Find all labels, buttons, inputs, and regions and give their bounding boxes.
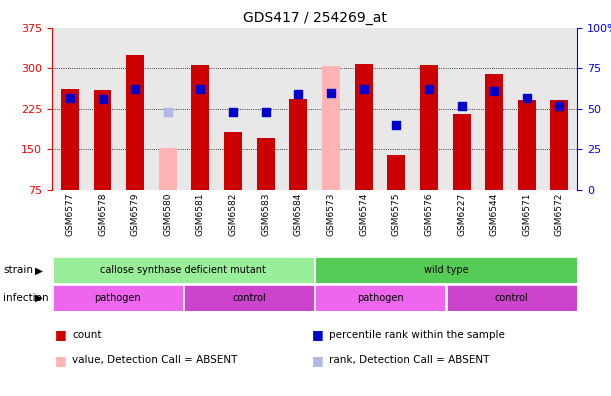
- Bar: [420, 65, 438, 190]
- Bar: [53, 285, 183, 311]
- Text: ■: ■: [312, 354, 323, 367]
- Text: callose synthase deficient mutant: callose synthase deficient mutant: [100, 265, 266, 275]
- Bar: [354, 64, 373, 190]
- Text: infection: infection: [3, 293, 49, 303]
- Text: strain: strain: [3, 265, 33, 275]
- Point: [163, 109, 173, 115]
- Bar: [290, 99, 307, 190]
- Point: [326, 89, 336, 96]
- Bar: [387, 155, 405, 190]
- Bar: [315, 257, 577, 283]
- Text: ■: ■: [55, 354, 67, 367]
- Text: control: control: [495, 293, 529, 303]
- Text: wild type: wild type: [423, 265, 469, 275]
- Point: [98, 96, 108, 102]
- Bar: [551, 100, 568, 190]
- Bar: [61, 89, 79, 190]
- Point: [130, 86, 140, 93]
- Point: [293, 91, 303, 97]
- Bar: [93, 90, 111, 190]
- Point: [228, 109, 238, 115]
- Point: [261, 109, 271, 115]
- Text: value, Detection Call = ABSENT: value, Detection Call = ABSENT: [72, 355, 238, 366]
- Text: rank, Detection Call = ABSENT: rank, Detection Call = ABSENT: [329, 355, 489, 366]
- Text: pathogen: pathogen: [94, 293, 141, 303]
- Title: GDS417 / 254269_at: GDS417 / 254269_at: [243, 11, 387, 25]
- Bar: [53, 257, 314, 283]
- Point: [489, 88, 499, 94]
- Bar: [126, 55, 144, 190]
- Text: ▶: ▶: [35, 265, 43, 275]
- Point: [359, 86, 368, 93]
- Bar: [159, 148, 177, 190]
- Text: count: count: [72, 329, 101, 340]
- Text: control: control: [232, 293, 266, 303]
- Bar: [184, 285, 314, 311]
- Bar: [322, 66, 340, 190]
- Point: [555, 103, 565, 109]
- Point: [424, 86, 434, 93]
- Bar: [224, 131, 242, 190]
- Point: [456, 103, 466, 109]
- Text: ▶: ▶: [35, 293, 43, 303]
- Bar: [485, 74, 503, 190]
- Text: ■: ■: [312, 328, 323, 341]
- Point: [392, 122, 401, 128]
- Point: [65, 94, 75, 101]
- Bar: [315, 285, 445, 311]
- Bar: [447, 285, 577, 311]
- Text: pathogen: pathogen: [357, 293, 404, 303]
- Bar: [518, 100, 536, 190]
- Bar: [453, 114, 470, 190]
- Text: ■: ■: [55, 328, 67, 341]
- Bar: [191, 65, 210, 190]
- Text: percentile rank within the sample: percentile rank within the sample: [329, 329, 505, 340]
- Point: [522, 94, 532, 101]
- Bar: [257, 137, 275, 190]
- Point: [196, 86, 205, 93]
